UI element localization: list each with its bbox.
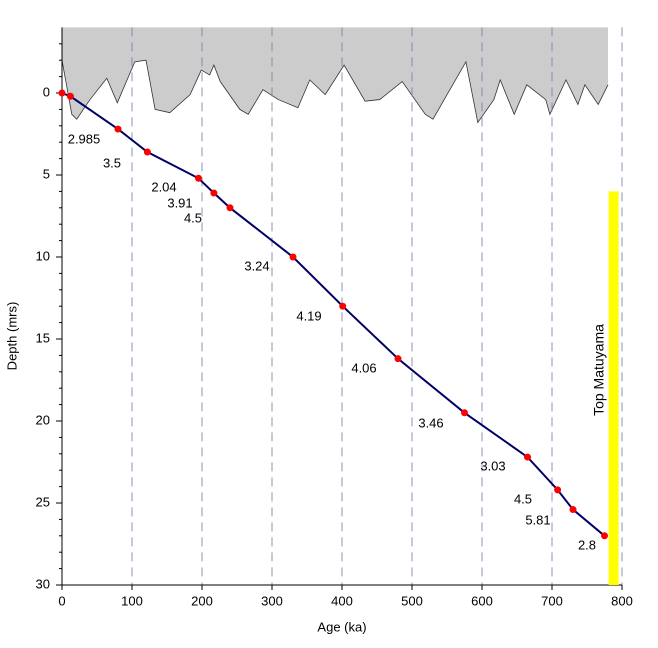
x-tick-label: 300 xyxy=(261,593,283,608)
rate-label: 3.91 xyxy=(167,195,192,210)
tie-point xyxy=(461,409,468,417)
rate-label: 3.03 xyxy=(480,458,505,473)
tie-point xyxy=(58,89,66,97)
rate-label: 4.19 xyxy=(296,308,321,323)
rate-label: 4.5 xyxy=(514,491,532,506)
rate-label: 2.04 xyxy=(151,179,176,194)
x-tick-label: 600 xyxy=(471,593,493,608)
y-tick-label: 0 xyxy=(43,84,50,99)
y-axis-label: Depth (mrs) xyxy=(4,302,19,371)
rate-label: 5.81 xyxy=(525,512,550,527)
rate-label: 3.46 xyxy=(418,415,443,430)
rate-label: 2.985 xyxy=(68,131,101,146)
x-tick-label: 700 xyxy=(541,593,563,608)
y-tick-label: 10 xyxy=(36,248,50,263)
x-tick-label: 100 xyxy=(121,593,143,608)
tie-point xyxy=(210,189,218,197)
tie-point xyxy=(226,204,234,212)
y-tick-label: 20 xyxy=(36,412,50,427)
x-tick-label: 0 xyxy=(58,593,65,608)
age-depth-line xyxy=(61,92,606,537)
tie-point xyxy=(114,125,122,133)
tie-point xyxy=(569,506,577,514)
tie-point xyxy=(394,355,402,363)
x-tick-label: 400 xyxy=(331,593,353,608)
tie-point xyxy=(554,486,562,494)
rate-label: 4.06 xyxy=(351,360,376,375)
tie-point xyxy=(143,148,151,156)
tie-point xyxy=(289,253,297,261)
top-curve xyxy=(61,59,609,124)
tie-point xyxy=(66,92,74,100)
rate-label: 2.8 xyxy=(578,537,596,552)
rate-label: 4.5 xyxy=(184,210,202,225)
y-tick-label: 25 xyxy=(36,494,50,509)
tie-point xyxy=(339,302,347,310)
rate-label: 3.24 xyxy=(244,258,269,273)
x-tick-label: 800 xyxy=(611,593,633,608)
rate-label: 3.5 xyxy=(103,155,121,170)
tie-point xyxy=(524,453,531,461)
x-axis-label: Age (ka) xyxy=(317,619,366,634)
band-label: Top Matuyama xyxy=(591,324,607,416)
tie-point xyxy=(601,532,608,540)
tie-point xyxy=(195,174,202,182)
top-matuyama-bar xyxy=(608,191,619,585)
y-tick-label: 5 xyxy=(43,166,50,181)
y-tick-label: 15 xyxy=(36,330,50,345)
x-tick-label: 500 xyxy=(401,593,423,608)
y-tick-label: 30 xyxy=(36,576,50,591)
top-curve-area xyxy=(62,27,608,123)
x-tick-label: 200 xyxy=(191,593,213,608)
